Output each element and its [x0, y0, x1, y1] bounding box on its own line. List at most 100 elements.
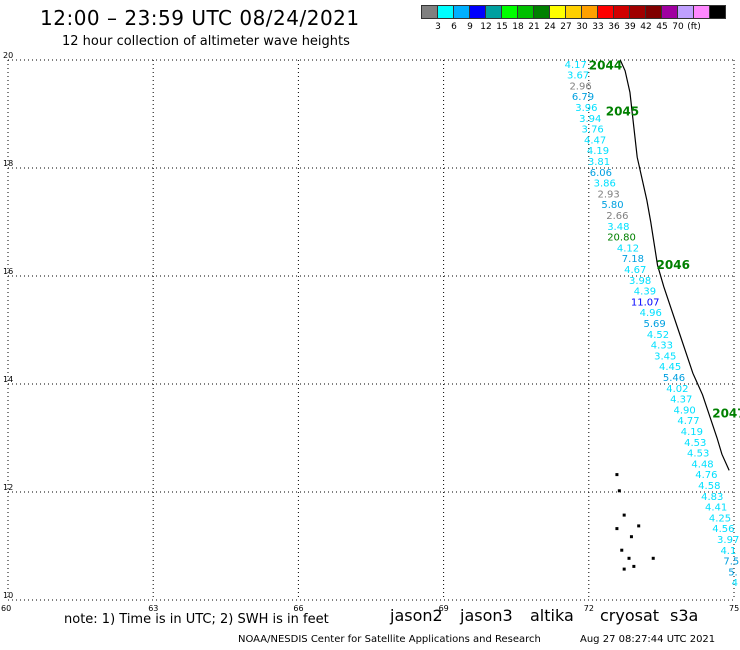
- swh-value-label: 5.46: [663, 373, 685, 384]
- lat-lon-grid: [7, 59, 735, 601]
- island-mark: [651, 556, 655, 560]
- lat-tick-label: 12: [3, 483, 13, 492]
- swh-value-label: 3.48: [607, 222, 629, 233]
- island-mark: [622, 567, 626, 571]
- swh-value-label: 3.76: [582, 125, 604, 136]
- swh-value-label: 4.77: [677, 416, 699, 427]
- swh-value-label: 4.56: [712, 524, 734, 535]
- swh-value-label: 11.07: [631, 297, 660, 308]
- swh-value-label: 4.33: [651, 341, 673, 352]
- pass-number-label: 2047: [712, 407, 740, 421]
- island-mark: [632, 564, 636, 568]
- swh-value-label: 4.58: [698, 481, 720, 492]
- swh-value-label: 4.12: [617, 243, 639, 254]
- swh-value-label: 4.39: [634, 287, 656, 298]
- legend-s3a: s3a: [670, 606, 699, 625]
- swh-value-label: 4.41: [705, 503, 727, 514]
- legend-label: 15: [496, 22, 508, 32]
- swh-value-label: 3.98: [629, 276, 651, 287]
- pass-number-label: 2045: [606, 104, 639, 118]
- lat-tick-label: 16: [3, 267, 13, 276]
- swh-value-label: 3.81: [588, 157, 610, 168]
- lat-tick-label: 18: [3, 159, 13, 168]
- swh-value-label: 5.: [728, 567, 738, 578]
- swh-value-label: 4.47: [584, 135, 606, 146]
- legend-label: 3: [435, 22, 441, 32]
- legend-label: 6: [451, 22, 457, 32]
- swh-value-label: 5.80: [601, 200, 623, 211]
- swh-value-label: 4.19: [681, 427, 703, 438]
- coastline-path: [619, 59, 730, 471]
- swh-value-label: 3.86: [594, 179, 616, 190]
- legend-cryosat: cryosat: [600, 606, 660, 625]
- island-mark: [637, 524, 641, 528]
- map-subtitle: 12 hour collection of altimeter wave hei…: [62, 34, 350, 49]
- credit-line: NOAA/NESDIS Center for Satellite Applica…: [238, 634, 541, 645]
- swh-value-label: 6.06: [590, 168, 612, 179]
- swh-value-label: 4.48: [691, 459, 713, 470]
- swh-value-label: 2.66: [606, 211, 628, 222]
- lat-tick-label: 20: [3, 51, 13, 60]
- legend-label: 39: [624, 22, 636, 32]
- legend-swatch: [709, 5, 726, 19]
- swh-value-label: 6.79: [572, 92, 594, 103]
- swh-value-label: 3.45: [654, 351, 676, 362]
- legend-label: 27: [560, 22, 572, 32]
- island-mark: [629, 535, 633, 539]
- pass-number-label: 2046: [657, 258, 690, 272]
- satellite-pass-labels: 2044 2045 2046 2047: [589, 58, 740, 420]
- legend-jason2: jason2: [390, 606, 443, 625]
- lon-tick-label: 75: [729, 604, 739, 613]
- legend-label: 45: [656, 22, 668, 32]
- legend-label: 33: [592, 22, 604, 32]
- swh-value-label: 2.96: [569, 81, 591, 92]
- lon-tick-label: 72: [584, 604, 594, 613]
- lon-tick-label: 63: [148, 604, 158, 613]
- lat-tick-label: 10: [3, 591, 13, 600]
- swh-value-label: 4.67: [624, 265, 646, 276]
- lon-tick-label: 69: [439, 604, 449, 613]
- swh-value-label: 4.19: [587, 146, 609, 157]
- swh-value-label: 4.45: [659, 362, 681, 373]
- swh-value-label: 4.52: [647, 330, 669, 341]
- lat-tick-label: 14: [3, 375, 13, 384]
- swh-value-label: 4.83: [701, 492, 723, 503]
- legend-label: (ft): [687, 22, 701, 32]
- swh-value-label: 4.53: [684, 438, 706, 449]
- swh-value-label: 4.17: [565, 60, 587, 71]
- island-mark: [615, 527, 619, 531]
- swh-value-label: 4.25: [709, 513, 731, 524]
- island-mark: [620, 548, 624, 552]
- pass-number-label: 2044: [589, 58, 622, 72]
- swh-value-label: 5.69: [643, 319, 665, 330]
- legend-label: 30: [576, 22, 588, 32]
- legend-label: 12: [480, 22, 492, 32]
- island-mark: [617, 489, 621, 493]
- island-mark: [622, 513, 626, 517]
- swh-value-label: 4.96: [640, 308, 662, 319]
- lon-tick-label: 66: [293, 604, 303, 613]
- india-west-coastline: [615, 59, 730, 571]
- legend-label: 18: [512, 22, 524, 32]
- generation-timestamp: Aug 27 08:27:44 UTC 2021: [580, 634, 716, 645]
- legend-label: 36: [608, 22, 620, 32]
- island-mark: [627, 556, 631, 560]
- legend-label: 42: [640, 22, 652, 32]
- footnote: note: 1) Time is in UTC; 2) SWH is in fe…: [64, 612, 329, 627]
- swh-value-label: 4.90: [674, 405, 696, 416]
- swh-value-label: 3.94: [579, 114, 601, 125]
- swh-value-label: 7.5: [723, 557, 739, 568]
- swh-value-label: 4.53: [687, 449, 709, 460]
- swh-value-label: 7.18: [622, 254, 644, 265]
- swh-value-label: 3.96: [575, 103, 597, 114]
- legend-label: 9: [467, 22, 473, 32]
- legend-label: 70: [672, 22, 684, 32]
- island-mark: [615, 473, 619, 477]
- swh-value-label: 2.93: [598, 189, 620, 200]
- legend-jason3: jason3: [460, 606, 513, 625]
- swh-observation-labels: 4.173.672.966.793.963.943.764.474.193.81…: [565, 60, 740, 589]
- swh-value-label: 4.02: [666, 384, 688, 395]
- axis-tick-labels: 60 63 66 69 72 75 10 12 14 16 18 20: [1, 51, 739, 613]
- legend-label: 21: [528, 22, 540, 32]
